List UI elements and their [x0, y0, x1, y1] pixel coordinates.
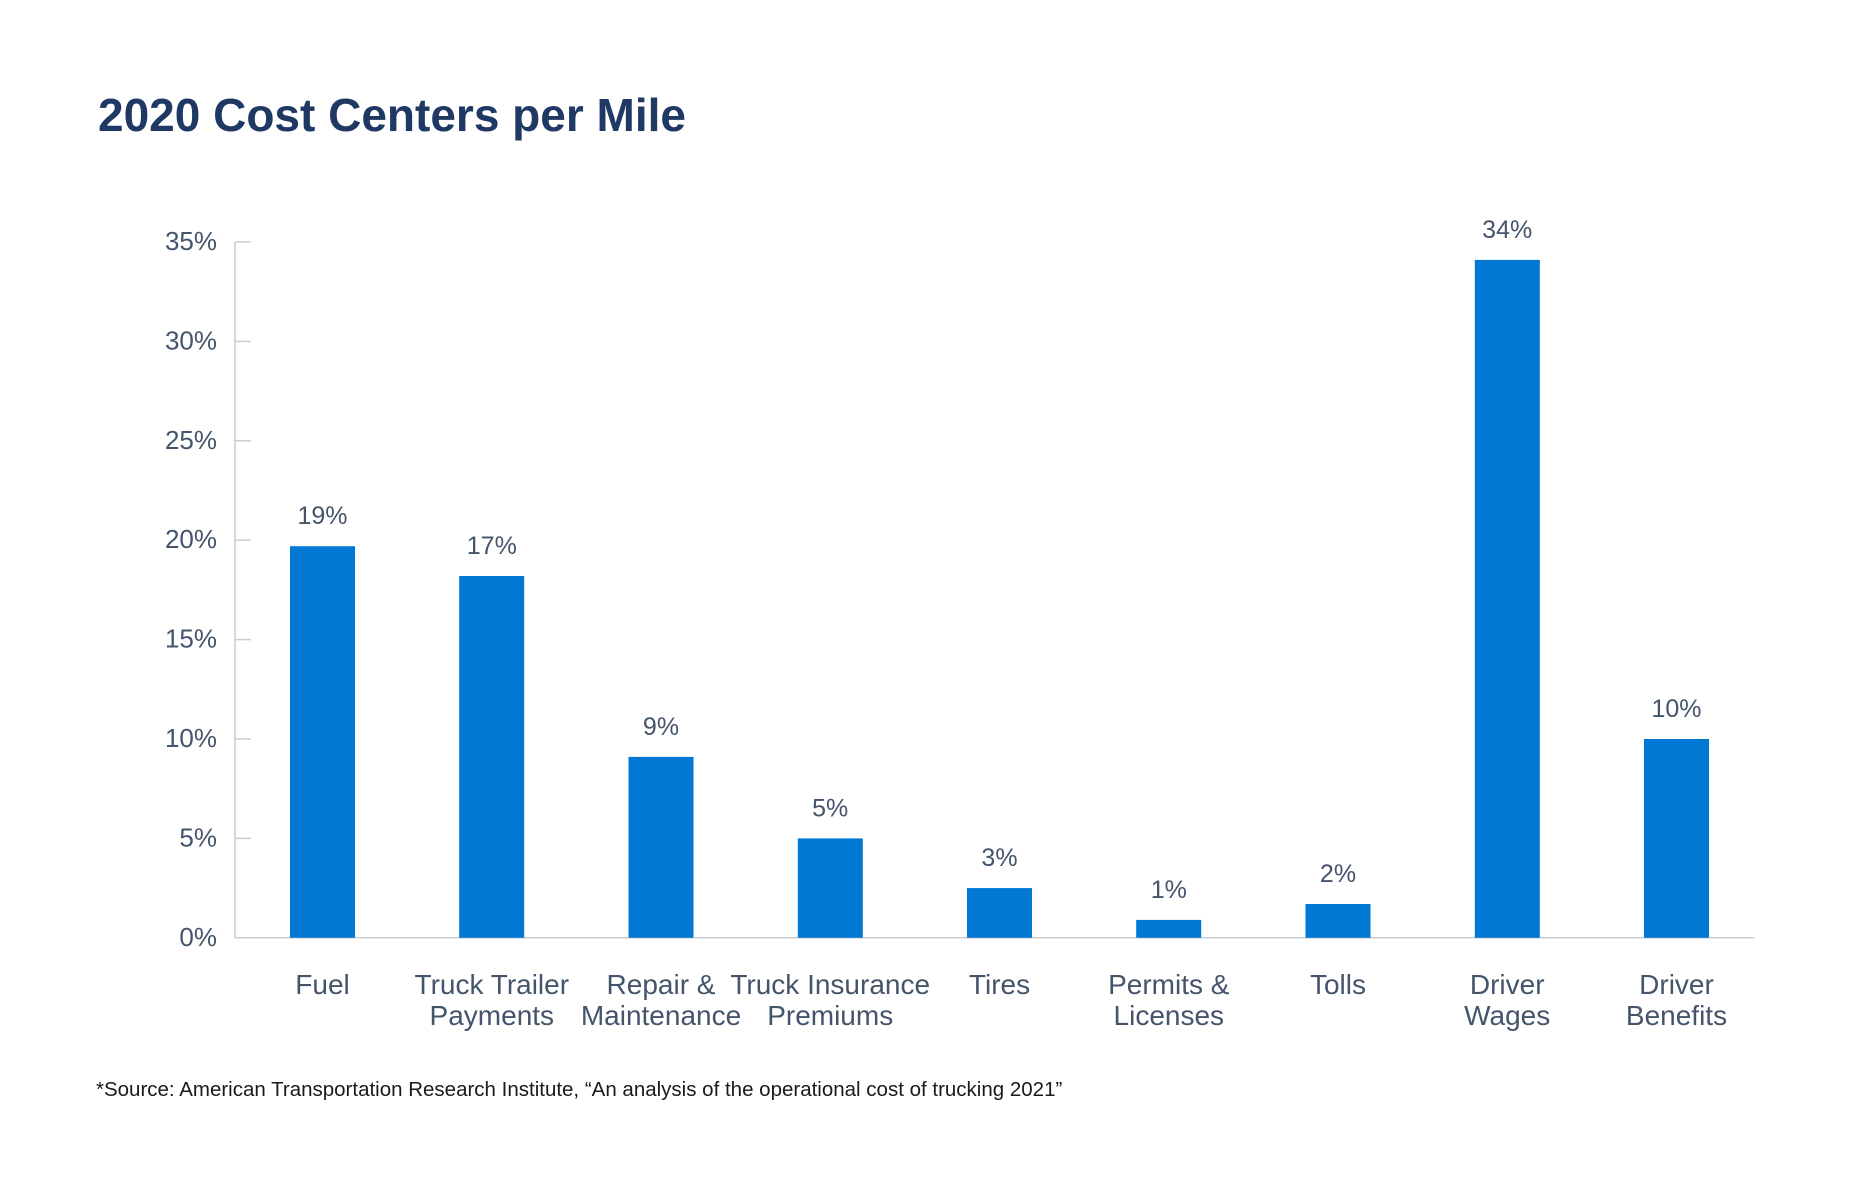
- svg-text:Licenses: Licenses: [1114, 1000, 1225, 1031]
- svg-text:17%: 17%: [467, 532, 517, 560]
- svg-text:Wages: Wages: [1464, 1000, 1550, 1031]
- svg-text:Benefits: Benefits: [1626, 1000, 1727, 1031]
- svg-text:Driver: Driver: [1639, 969, 1714, 1000]
- svg-text:5%: 5%: [812, 794, 848, 822]
- svg-text:Premiums: Premiums: [767, 1000, 893, 1031]
- svg-text:Maintenance: Maintenance: [581, 1000, 741, 1031]
- svg-text:Truck Insurance: Truck Insurance: [730, 969, 930, 1000]
- svg-text:9%: 9%: [643, 713, 679, 741]
- svg-text:Repair &: Repair &: [607, 969, 716, 1000]
- svg-text:10%: 10%: [1651, 695, 1701, 723]
- svg-text:10%: 10%: [165, 723, 217, 753]
- svg-text:34%: 34%: [1482, 216, 1532, 244]
- svg-text:Driver: Driver: [1470, 969, 1545, 1000]
- svg-text:Permits &: Permits &: [1108, 969, 1230, 1000]
- svg-text:19%: 19%: [297, 502, 347, 530]
- svg-text:Tolls: Tolls: [1310, 969, 1366, 1000]
- svg-text:Payments: Payments: [430, 1000, 555, 1031]
- svg-text:Truck Trailer: Truck Trailer: [415, 969, 570, 1000]
- svg-text:25%: 25%: [165, 425, 217, 455]
- svg-text:5%: 5%: [179, 822, 217, 852]
- svg-text:20%: 20%: [165, 524, 217, 554]
- svg-text:15%: 15%: [165, 624, 217, 654]
- svg-text:3%: 3%: [981, 844, 1017, 872]
- svg-text:Fuel: Fuel: [295, 969, 349, 1000]
- svg-text:30%: 30%: [165, 325, 217, 355]
- svg-text:2%: 2%: [1320, 860, 1356, 888]
- svg-text:35%: 35%: [165, 226, 217, 256]
- svg-text:0%: 0%: [179, 922, 217, 952]
- svg-text:1%: 1%: [1151, 876, 1187, 904]
- svg-text:Tires: Tires: [969, 969, 1030, 1000]
